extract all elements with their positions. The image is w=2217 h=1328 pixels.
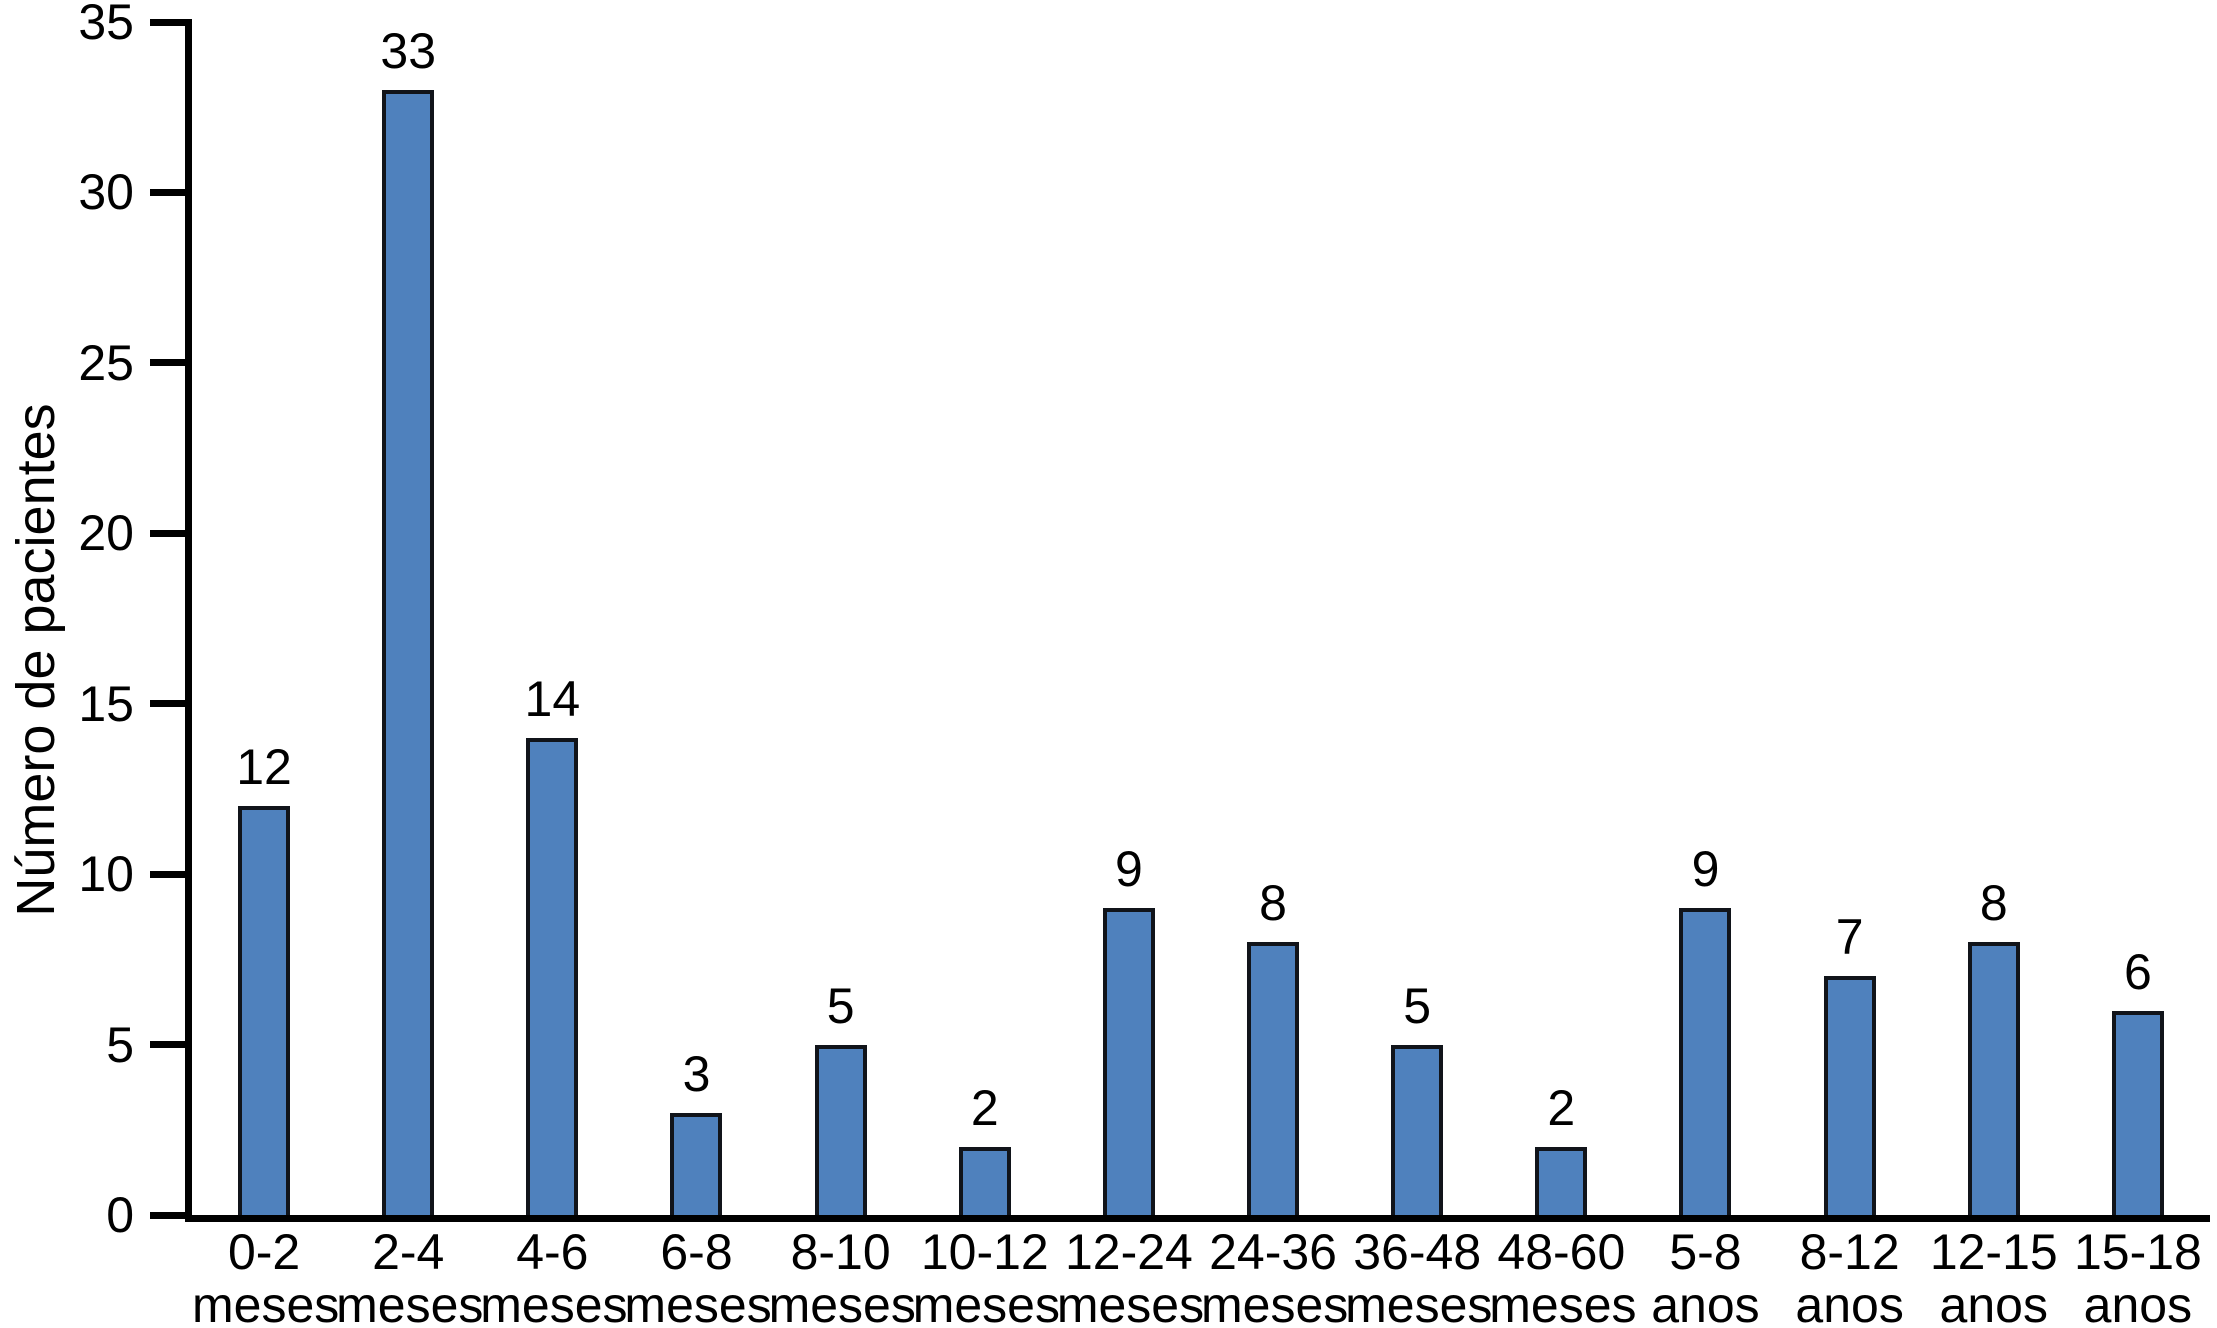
y-tick-mark <box>150 529 192 537</box>
x-category-label: 2-4 meses <box>336 1224 484 1328</box>
y-tick-label: 15 <box>78 675 134 732</box>
x-axis-labels: 0-2 meses 2-4 meses 4-6 meses 6-8 meses 8-10… <box>192 1226 2210 1328</box>
y-tick-label: 30 <box>78 164 134 221</box>
bar-value-label: 5 <box>1403 977 1432 1034</box>
x-category-label: 12-15 anos <box>1929 1224 2058 1328</box>
bar-value-label: 2 <box>970 1079 999 1136</box>
y-tick-label: 20 <box>78 505 134 562</box>
bar-value-label: 8 <box>1979 875 2008 932</box>
bars-container: 12 33 14 3 5 2 9 8 5 2 9 7 8 6 <box>192 22 2210 1215</box>
y-tick-label: 5 <box>106 1016 134 1073</box>
bar <box>526 737 579 1215</box>
bar-column: 8 <box>1922 22 2066 1215</box>
bar-column: 6 <box>2066 22 2210 1215</box>
x-category-label: 48-60 meses <box>1489 1224 1637 1328</box>
bar-column: 33 <box>336 22 480 1215</box>
bar <box>382 90 435 1215</box>
bar-value-label: 2 <box>1547 1079 1576 1136</box>
y-tick-mark <box>150 188 192 196</box>
y-tick-mark <box>150 870 192 878</box>
x-category-label: 8-12 anos <box>1795 1224 1904 1328</box>
y-tick-mark <box>150 1041 192 1049</box>
bar-column: 14 <box>480 22 624 1215</box>
y-axis-title: Número de pacientes <box>6 403 66 917</box>
bar <box>1391 1044 1444 1215</box>
bar-value-label: 9 <box>1691 841 1720 898</box>
bar-column: 5 <box>769 22 913 1215</box>
bar <box>814 1044 867 1215</box>
bar-value-label: 3 <box>682 1045 711 1102</box>
bar-value-label: 33 <box>380 23 437 80</box>
x-category-label: 10-12 meses <box>912 1224 1060 1328</box>
plot-area: 0 5 10 15 20 25 30 35 12 33 14 3 5 2 9 8 5 2 9 7 8 6 <box>78 0 2210 1243</box>
bar-column: 9 <box>1633 22 1777 1215</box>
x-category-label: 36-48 meses <box>1345 1224 1493 1328</box>
y-tick: 15 <box>78 676 192 732</box>
y-tick: 10 <box>78 846 192 902</box>
x-category-label: 12-24 meses <box>1056 1224 1205 1328</box>
bar <box>1967 942 2020 1215</box>
bar-column: 2 <box>913 22 1057 1215</box>
bar-value-label: 7 <box>1835 909 1864 966</box>
bar-column: 8 <box>1201 22 1345 1215</box>
x-category-label: 5-8 anos <box>1651 1224 1760 1328</box>
y-tick: 35 <box>78 0 192 50</box>
bar <box>670 1112 723 1215</box>
y-tick-mark <box>150 359 192 367</box>
y-tick: 30 <box>78 164 192 220</box>
y-tick-label: 35 <box>78 0 134 50</box>
x-category-label: 4-6 meses <box>480 1224 628 1328</box>
bar <box>958 1146 1011 1215</box>
bar-value-label: 8 <box>1259 875 1287 932</box>
bar <box>1247 942 1300 1215</box>
y-tick-label: 0 <box>106 1187 134 1243</box>
bar-value-label: 5 <box>826 977 855 1034</box>
y-tick-label: 10 <box>78 846 134 903</box>
bar-column: 3 <box>624 22 768 1215</box>
y-tick-label: 25 <box>78 334 134 391</box>
y-tick: 0 <box>106 1187 192 1243</box>
y-tick-mark <box>150 18 192 26</box>
y-tick-mark <box>150 700 192 708</box>
bar-value-label: 12 <box>236 738 292 795</box>
y-tick-mark <box>150 1211 192 1219</box>
bar <box>238 805 291 1215</box>
bar-value-label: 6 <box>2123 943 2152 1000</box>
bar <box>1679 908 1732 1215</box>
x-category-label: 15-18 anos <box>2073 1224 2202 1328</box>
x-category-label: 0-2 meses <box>192 1224 340 1328</box>
bar <box>1102 908 1155 1215</box>
bar-column: 5 <box>1345 22 1489 1215</box>
bar-column: 7 <box>1778 22 1922 1215</box>
x-category-label: 8-10 meses <box>768 1224 916 1328</box>
y-tick: 25 <box>78 335 192 391</box>
x-category-label: 6-8 meses <box>624 1224 772 1328</box>
x-category-label: 24-36 meses <box>1200 1224 1349 1328</box>
bar <box>1535 1146 1588 1215</box>
y-tick: 5 <box>106 1017 192 1073</box>
bar-column: 2 <box>1489 22 1633 1215</box>
y-tick: 20 <box>78 505 192 561</box>
bar <box>1823 976 1876 1215</box>
bar <box>2111 1010 2164 1215</box>
bar-column: 9 <box>1057 22 1201 1215</box>
bar-column: 12 <box>192 22 336 1215</box>
bar-value-label: 9 <box>1115 841 1143 898</box>
bar-value-label: 14 <box>524 670 581 727</box>
